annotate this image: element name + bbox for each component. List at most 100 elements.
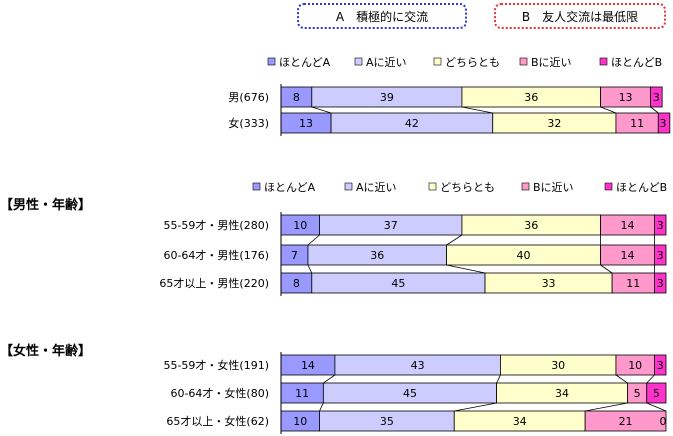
female-age-section-title: 【女性・年齢】 — [0, 344, 92, 359]
data-label: 39 — [380, 91, 394, 104]
series-connector-line — [646, 374, 655, 384]
legend-label: どちらとも — [440, 181, 495, 194]
data-label: 36 — [524, 91, 538, 104]
data-label: 45 — [403, 387, 417, 400]
data-label: 14 — [621, 219, 635, 232]
bar-segment — [650, 86, 663, 108]
legend-swatch — [252, 182, 261, 191]
data-label: 14 — [301, 359, 315, 372]
data-label: 8 — [293, 91, 300, 104]
data-label: 11 — [295, 387, 309, 400]
legend-label: Bに近い — [531, 56, 572, 69]
bar-segment — [646, 382, 667, 404]
category-label: 65才以上・女性(62) — [166, 414, 269, 428]
data-label: 11 — [630, 117, 644, 130]
series-connector-line — [461, 106, 493, 114]
legend-box-a-label: A 積極的に交流 — [335, 9, 429, 24]
legend-swatch — [604, 182, 613, 191]
category-label: 65才以上・男性(220) — [159, 276, 269, 290]
data-label: 11 — [626, 277, 640, 290]
data-label: 3 — [657, 249, 664, 262]
data-label: 13 — [299, 117, 313, 130]
data-label: 13 — [619, 91, 633, 104]
male-age-section-title: 【男性・年齢】 — [0, 198, 92, 213]
series-connector-line — [646, 402, 667, 412]
series-connector-line — [650, 106, 659, 114]
legend-label: ほとんどB — [616, 181, 667, 194]
legend-label: どちらとも — [445, 56, 500, 69]
data-label: 14 — [621, 249, 635, 262]
category-label: 60-64才・男性(176) — [163, 248, 269, 262]
bar-segment — [654, 354, 667, 376]
data-label: 32 — [547, 117, 561, 130]
data-label: 5 — [634, 387, 641, 400]
data-label: 34 — [513, 415, 527, 428]
legend-swatch — [519, 57, 528, 66]
legend-label: ほとんどA — [279, 56, 331, 69]
series-connector-line — [600, 264, 613, 274]
legend-label: Bに近い — [533, 181, 574, 194]
bar-segment — [657, 112, 671, 134]
data-label: 10 — [293, 219, 307, 232]
legend-box-b-label: B 友人交流は最低限 — [521, 9, 639, 24]
data-label: 33 — [542, 277, 556, 290]
data-label: 45 — [391, 277, 405, 290]
series-connector-line — [311, 106, 332, 114]
series-connector-line — [307, 234, 320, 246]
series-connector-line — [307, 264, 313, 274]
data-label: 8 — [293, 277, 300, 290]
category-label: 女(333) — [228, 116, 269, 130]
legend-label: ほとんどB — [611, 56, 662, 69]
category-label: 60-64才・女性(80) — [170, 386, 269, 400]
series-connector-line — [446, 264, 486, 274]
data-label: 36 — [370, 249, 384, 262]
data-label: 7 — [291, 249, 298, 262]
legend-swatch — [428, 182, 437, 191]
data-label: 0 — [660, 415, 667, 428]
legend-swatch — [521, 182, 530, 191]
bar-segment — [654, 244, 667, 266]
data-label: 43 — [411, 359, 425, 372]
legend-label: ほとんどA — [264, 181, 316, 194]
data-label: 37 — [384, 219, 398, 232]
bar-segment — [584, 410, 667, 432]
data-label: 21 — [619, 415, 633, 428]
bar-segment — [654, 214, 667, 236]
data-label: 42 — [405, 117, 419, 130]
data-label: 40 — [517, 249, 531, 262]
data-label: 3 — [653, 91, 660, 104]
data-label: 5 — [653, 387, 660, 400]
legend-box-b: B 友人交流は最低限 — [494, 3, 666, 29]
legend-swatch — [354, 57, 363, 66]
data-label: 34 — [555, 387, 569, 400]
series-connector-line — [446, 234, 463, 246]
bar-segment — [654, 272, 667, 294]
series-connector-line — [319, 402, 324, 412]
series-connector-line — [496, 374, 501, 384]
legend-swatch — [344, 182, 353, 191]
legend-label: Aに近い — [356, 181, 397, 194]
data-label: 30 — [551, 359, 565, 372]
series-connector-line — [585, 402, 628, 412]
legend-swatch — [433, 57, 442, 66]
data-label: 36 — [524, 219, 538, 232]
data-label: 3 — [660, 117, 667, 130]
legend-swatch — [599, 57, 608, 66]
legend-label: Aに近い — [366, 56, 407, 69]
data-label: 35 — [380, 415, 394, 428]
series-connector-line — [323, 374, 336, 384]
data-label: 10 — [628, 359, 642, 372]
legend-swatch — [267, 57, 276, 66]
data-label: 3 — [657, 219, 664, 232]
legend-box-a: A 積極的に交流 — [297, 3, 467, 29]
data-label: 10 — [293, 415, 307, 428]
data-label: 3 — [657, 359, 664, 372]
series-connector-line — [615, 374, 628, 384]
series-connector-line — [600, 106, 617, 114]
data-label: 3 — [657, 277, 664, 290]
category-label: 55-59才・女性(191) — [163, 358, 269, 372]
series-connector-line — [454, 402, 497, 412]
category-label: 男(676) — [228, 91, 269, 104]
category-label: 55-59才・男性(280) — [163, 218, 269, 232]
